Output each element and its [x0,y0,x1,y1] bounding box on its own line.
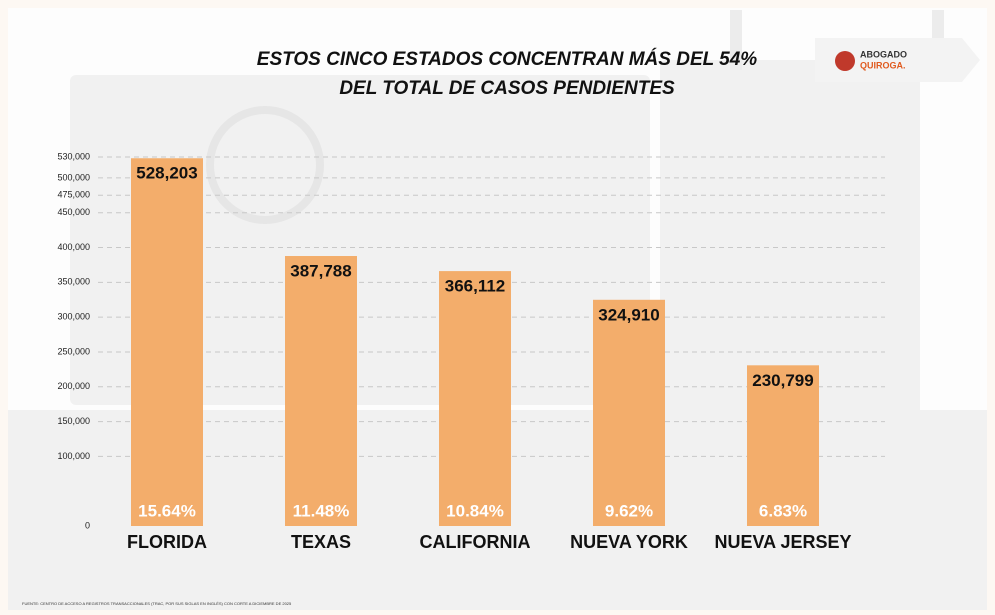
x-tick-label: FLORIDA [127,532,207,552]
value-label: 230,799 [752,371,813,390]
y-tick-label: 100,000 [57,451,90,461]
source: FUENTE: CENTRO DE ACCESO A REGISTROS TRA… [22,601,292,606]
chart-title: DEL TOTAL DE CASOS PENDIENTES [339,78,675,99]
share-label: 11.48% [293,501,350,520]
share-label: 10.84% [446,501,504,520]
y-tick-label: 250,000 [57,346,90,356]
value-label: 387,788 [290,261,351,280]
brand: ABOGADO [860,49,907,59]
x-tick-label: TEXAS [291,532,351,552]
bar [131,158,203,527]
value-label: 324,910 [598,305,659,324]
logo: ABOGADO QUIROGA. [815,38,980,82]
bar [747,365,819,526]
value-label: 528,203 [136,164,197,183]
bar [439,271,511,526]
y-tick-label: 200,000 [57,381,90,391]
x-tick-label: NUEVA JERSEY [714,532,851,552]
value-label: 366,112 [445,277,506,296]
y-tick-label: 530,000 [57,151,90,161]
y-tick-label: 475,000 [57,190,90,200]
brand: QUIROGA. [860,60,906,70]
share-label: 9.62% [605,501,653,520]
y-tick-label: 400,000 [57,242,90,252]
y-tick-label: 350,000 [57,277,90,287]
y-tick-label: 300,000 [57,312,90,322]
y-tick-label: 450,000 [57,207,90,217]
share-label: 6.83% [759,501,807,520]
x-tick-label: CALIFORNIA [420,532,531,552]
y-tick-label: 0 [85,520,90,530]
bar [285,256,357,526]
share-label: 15.64% [138,501,196,520]
x-tick-label: NUEVA YORK [570,532,688,552]
y-tick-label: 150,000 [57,416,90,426]
y-tick-label: 500,000 [57,172,90,182]
bar [593,299,665,526]
chart-title: ESTOS CINCO ESTADOS CONCENTRAN MÁS DEL 5… [257,48,758,70]
